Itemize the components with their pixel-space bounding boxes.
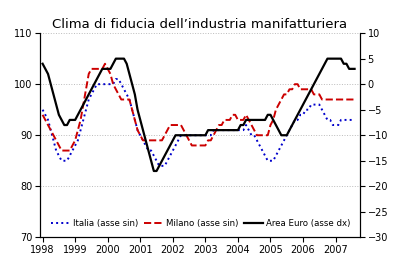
- Line: Milano (asse sin): Milano (asse sin): [43, 64, 354, 150]
- Milano (asse sin): [254, 134, 259, 137]
- Milano (asse sin): [40, 113, 45, 116]
- Title: Clima di fiducia dell’industria manifatturiera: Clima di fiducia dell’industria manifatt…: [52, 18, 348, 31]
- Line: Area Euro (asse dx): Area Euro (asse dx): [43, 59, 354, 171]
- Italia (asse sin): [306, 108, 311, 111]
- Area Euro (asse dx): [352, 67, 357, 70]
- Italia (asse sin): [236, 128, 240, 132]
- Italia (asse sin): [149, 149, 154, 152]
- Area Euro (asse dx): [254, 118, 259, 122]
- Milano (asse sin): [298, 87, 303, 91]
- Milano (asse sin): [352, 98, 357, 101]
- Italia (asse sin): [254, 139, 259, 142]
- Italia (asse sin): [157, 164, 162, 168]
- Italia (asse sin): [333, 123, 338, 127]
- Italia (asse sin): [114, 77, 118, 81]
- Line: Italia (asse sin): Italia (asse sin): [43, 79, 354, 166]
- Italia (asse sin): [298, 113, 303, 116]
- Area Euro (asse dx): [306, 93, 311, 96]
- Milano (asse sin): [59, 149, 64, 152]
- Area Euro (asse dx): [40, 62, 45, 65]
- Area Euro (asse dx): [236, 129, 240, 132]
- Area Euro (asse dx): [114, 57, 118, 60]
- Area Euro (asse dx): [152, 169, 156, 173]
- Legend: Italia (asse sin), Milano (asse sin), Area Euro (asse dx): Italia (asse sin), Milano (asse sin), Ar…: [48, 215, 354, 231]
- Area Euro (asse dx): [149, 159, 154, 162]
- Milano (asse sin): [333, 98, 338, 101]
- Area Euro (asse dx): [333, 57, 338, 60]
- Italia (asse sin): [352, 118, 357, 121]
- Area Euro (asse dx): [298, 108, 303, 112]
- Italia (asse sin): [40, 108, 45, 111]
- Milano (asse sin): [152, 139, 156, 142]
- Milano (asse sin): [306, 87, 311, 91]
- Milano (asse sin): [102, 62, 107, 65]
- Milano (asse sin): [236, 118, 240, 121]
